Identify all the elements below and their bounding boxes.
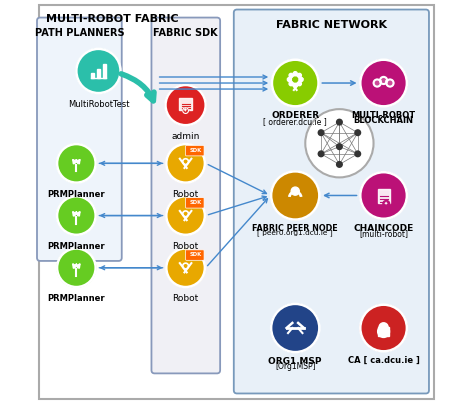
Text: MultiRobotTest: MultiRobotTest <box>68 100 129 109</box>
Bar <box>97 69 100 78</box>
Circle shape <box>287 77 292 81</box>
Circle shape <box>374 79 381 87</box>
Circle shape <box>289 82 293 86</box>
FancyBboxPatch shape <box>186 197 204 208</box>
Bar <box>377 189 390 203</box>
Text: FABRIC PEER NODE: FABRIC PEER NODE <box>253 224 338 233</box>
Circle shape <box>360 60 407 106</box>
Circle shape <box>337 144 342 150</box>
Circle shape <box>57 144 96 183</box>
Circle shape <box>293 72 297 76</box>
Bar <box>378 326 389 336</box>
Circle shape <box>337 162 342 167</box>
Text: MULTI-ROBOT FABRIC: MULTI-ROBOT FABRIC <box>46 14 179 23</box>
Text: [ peer0.org1.dcu.ie ]: [ peer0.org1.dcu.ie ] <box>257 230 333 237</box>
Bar <box>179 98 192 110</box>
Circle shape <box>289 73 293 77</box>
Circle shape <box>182 108 189 114</box>
Text: [multi-robot]: [multi-robot] <box>359 229 408 238</box>
Circle shape <box>386 79 393 87</box>
Circle shape <box>271 304 319 352</box>
Circle shape <box>166 249 205 287</box>
Circle shape <box>166 196 205 235</box>
Circle shape <box>318 130 324 135</box>
Text: SDK: SDK <box>189 200 201 205</box>
FancyBboxPatch shape <box>152 18 220 374</box>
Text: Robot: Robot <box>173 242 199 251</box>
Circle shape <box>318 151 324 157</box>
Circle shape <box>360 305 407 351</box>
Circle shape <box>166 144 205 183</box>
Circle shape <box>291 187 299 195</box>
Circle shape <box>380 77 387 84</box>
Text: BLOCKCHAIN: BLOCKCHAIN <box>354 116 414 125</box>
Circle shape <box>355 151 361 157</box>
Circle shape <box>165 85 206 125</box>
Text: CHAINCODE: CHAINCODE <box>354 224 414 233</box>
Text: ✦: ✦ <box>183 108 188 113</box>
FancyBboxPatch shape <box>186 250 204 260</box>
Text: PATH PLANNERS: PATH PLANNERS <box>35 28 124 38</box>
Text: FABRIC SDK: FABRIC SDK <box>154 28 218 38</box>
Text: SDK: SDK <box>189 252 201 257</box>
Text: ORG1 MSP: ORG1 MSP <box>268 357 322 366</box>
Circle shape <box>297 82 301 86</box>
Text: MULTI-ROBOT: MULTI-ROBOT <box>352 111 416 120</box>
Text: SDK: SDK <box>189 148 201 153</box>
Circle shape <box>360 172 407 219</box>
Bar <box>91 73 94 78</box>
Text: ORDERER: ORDERER <box>271 111 319 120</box>
Circle shape <box>383 200 390 207</box>
Circle shape <box>355 130 361 135</box>
Text: Robot: Robot <box>173 294 199 303</box>
Circle shape <box>76 49 120 93</box>
Text: PRMPlanner: PRMPlanner <box>47 242 105 251</box>
Text: PRMPlanner: PRMPlanner <box>47 190 105 199</box>
Circle shape <box>305 109 374 177</box>
Text: admin: admin <box>172 133 200 141</box>
FancyBboxPatch shape <box>234 10 429 393</box>
Circle shape <box>299 77 303 81</box>
Circle shape <box>57 196 96 235</box>
FancyBboxPatch shape <box>186 145 204 156</box>
FancyBboxPatch shape <box>39 5 434 399</box>
Bar <box>102 64 106 78</box>
FancyBboxPatch shape <box>37 18 122 261</box>
Text: [ orderer.dcu.ie ]: [ orderer.dcu.ie ] <box>264 117 327 126</box>
Circle shape <box>293 83 297 87</box>
Text: [Org1MSP]: [Org1MSP] <box>275 362 316 371</box>
Text: Robot: Robot <box>173 190 199 199</box>
Text: ✦: ✦ <box>384 202 388 206</box>
Circle shape <box>271 171 319 220</box>
Circle shape <box>57 249 96 287</box>
Circle shape <box>272 60 319 106</box>
Text: PRMPlanner: PRMPlanner <box>47 294 105 303</box>
Text: CA [ ca.dcu.ie ]: CA [ ca.dcu.ie ] <box>347 356 419 365</box>
Circle shape <box>297 73 301 77</box>
Text: FABRIC NETWORK: FABRIC NETWORK <box>276 20 387 30</box>
Circle shape <box>337 119 342 125</box>
